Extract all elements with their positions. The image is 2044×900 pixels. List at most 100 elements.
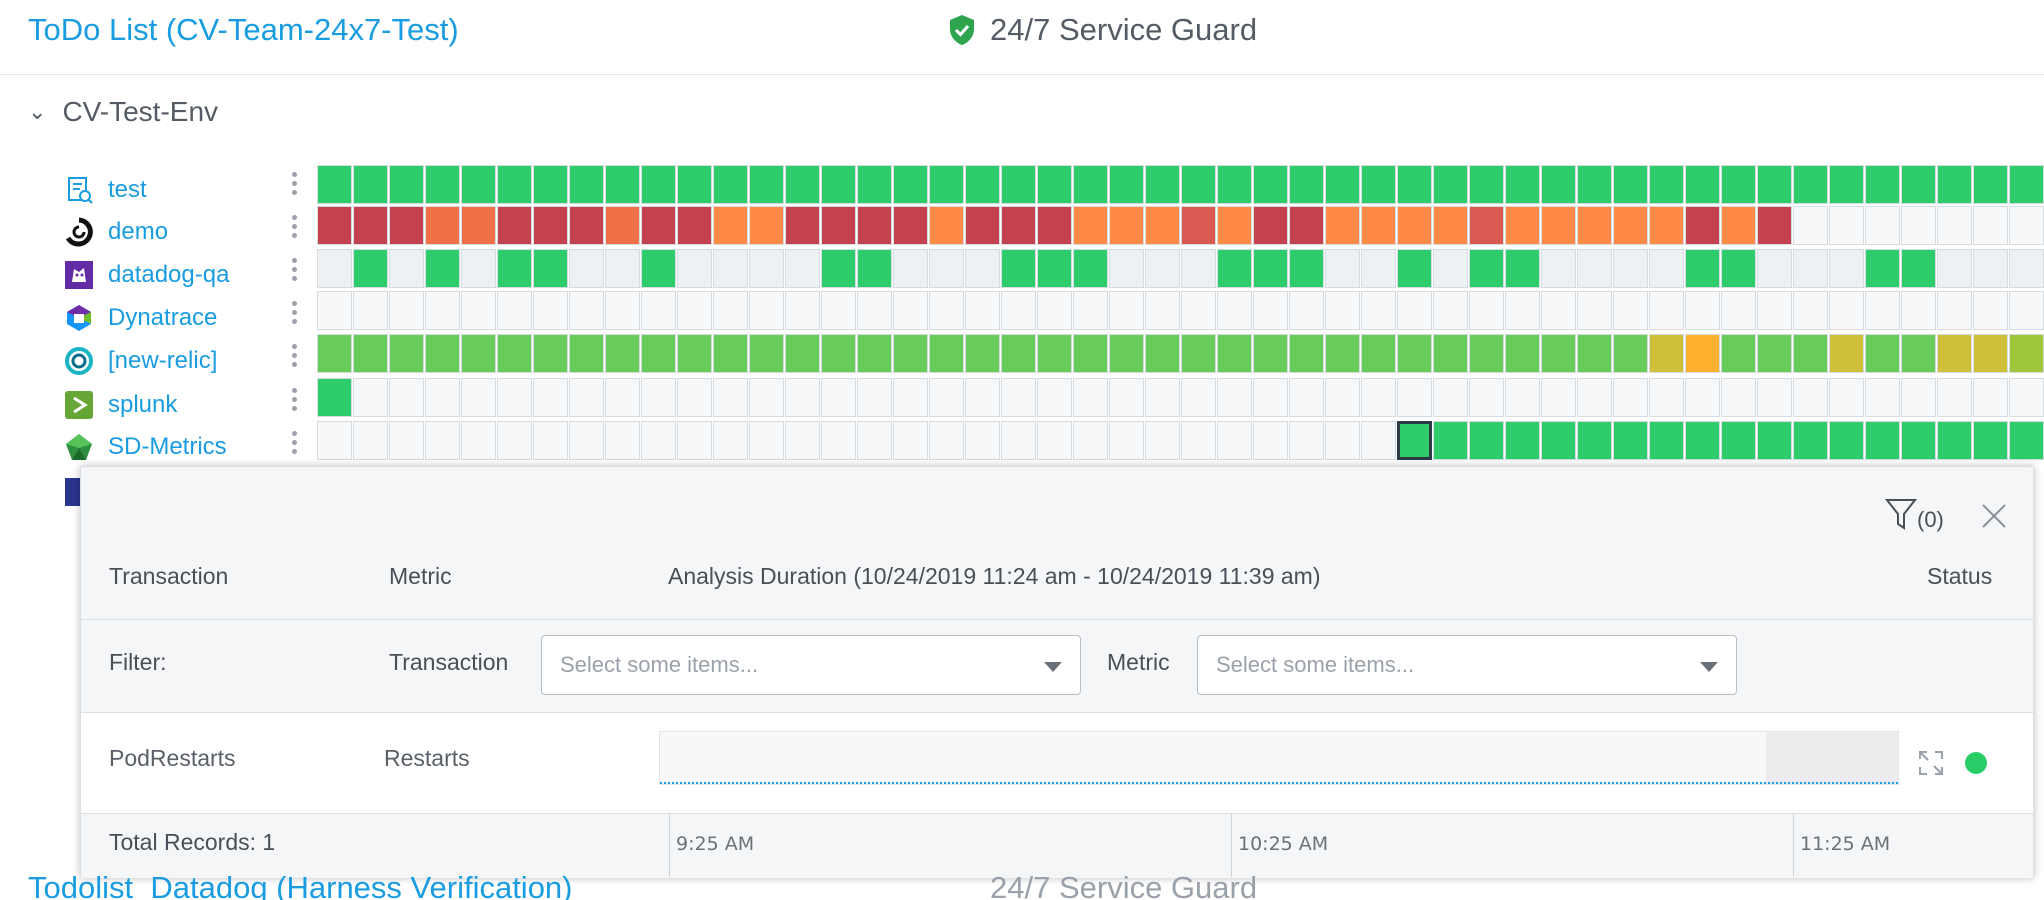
heatmap-cell[interactable]	[1865, 334, 1900, 373]
heatmap-cell[interactable]	[497, 206, 532, 245]
heatmap-cell[interactable]	[1217, 378, 1252, 417]
heatmap-cell[interactable]	[317, 291, 352, 330]
heatmap-cell[interactable]	[641, 291, 676, 330]
heatmap-cell[interactable]	[1325, 206, 1360, 245]
service-menu-icon[interactable]	[292, 172, 298, 198]
service-row-test[interactable]: test	[64, 170, 147, 210]
heatmap-cell[interactable]	[857, 249, 892, 288]
heatmap-cell[interactable]	[1037, 334, 1072, 373]
heatmap-cell[interactable]	[1217, 334, 1252, 373]
heatmap-cell[interactable]	[1397, 334, 1432, 373]
heatmap-cell[interactable]	[1145, 165, 1180, 204]
heatmap-cell[interactable]	[1613, 165, 1648, 204]
heatmap-cell[interactable]	[1937, 249, 1972, 288]
heatmap-cell[interactable]	[1469, 249, 1504, 288]
heatmap-cell[interactable]	[1541, 421, 1576, 460]
heatmap-cell[interactable]	[785, 334, 820, 373]
heatmap-cell[interactable]	[857, 334, 892, 373]
heatmap-cell[interactable]	[317, 249, 352, 288]
heatmap-cell[interactable]	[1433, 249, 1468, 288]
heatmap-cell[interactable]	[1829, 378, 1864, 417]
heatmap-cell[interactable]	[569, 334, 604, 373]
heatmap-cell[interactable]	[713, 378, 748, 417]
heatmap-cell[interactable]	[1361, 291, 1396, 330]
heatmap-cell[interactable]	[749, 421, 784, 460]
heatmap-cell[interactable]	[1685, 165, 1720, 204]
heatmap-cell[interactable]	[1577, 378, 1612, 417]
heatmap-cell[interactable]	[1361, 378, 1396, 417]
heatmap-cell[interactable]	[605, 165, 640, 204]
heatmap-cell[interactable]	[1109, 334, 1144, 373]
heatmap-cell[interactable]	[533, 249, 568, 288]
heatmap-cell[interactable]	[1973, 206, 2008, 245]
heatmap-cell[interactable]	[1577, 421, 1612, 460]
heatmap-cell[interactable]	[2009, 249, 2044, 288]
heatmap-cell[interactable]	[857, 165, 892, 204]
heatmap-cell[interactable]	[1469, 165, 1504, 204]
heatmap-cell[interactable]	[1613, 334, 1648, 373]
heatmap-cell[interactable]	[533, 378, 568, 417]
heatmap-cell[interactable]	[677, 165, 712, 204]
service-menu-icon[interactable]	[292, 301, 298, 327]
heatmap-cell[interactable]	[1289, 206, 1324, 245]
transaction-select[interactable]: Select some items...	[541, 635, 1081, 695]
heatmap-cell[interactable]	[353, 378, 388, 417]
heatmap-cell[interactable]	[1289, 165, 1324, 204]
heatmap-cell[interactable]	[1037, 165, 1072, 204]
heatmap-cell[interactable]	[1613, 206, 1648, 245]
service-menu-icon[interactable]	[292, 431, 298, 457]
heatmap-cell[interactable]	[1613, 378, 1648, 417]
heatmap-cell[interactable]	[821, 165, 856, 204]
expand-chart-button[interactable]	[1917, 749, 1945, 777]
heatmap-cell[interactable]	[1901, 334, 1936, 373]
heatmap-cell[interactable]	[1649, 378, 1684, 417]
heatmap-cell[interactable]	[893, 206, 928, 245]
service-row-splunk[interactable]: splunk	[64, 385, 177, 425]
heatmap-cell[interactable]	[1649, 334, 1684, 373]
heatmap-cell[interactable]	[821, 249, 856, 288]
heatmap-cell[interactable]	[533, 206, 568, 245]
service-row-sd-metrics[interactable]: SD-Metrics	[64, 427, 227, 467]
service-menu-icon[interactable]	[292, 258, 298, 284]
heatmap-cell[interactable]	[605, 249, 640, 288]
heatmap-cell[interactable]	[533, 334, 568, 373]
heatmap-cell[interactable]	[1757, 378, 1792, 417]
heatmap-cell[interactable]	[1577, 291, 1612, 330]
heatmap-cell[interactable]	[2009, 291, 2044, 330]
heatmap-cell[interactable]	[965, 334, 1000, 373]
heatmap-cell[interactable]	[1469, 421, 1504, 460]
heatmap-cell[interactable]	[1073, 291, 1108, 330]
service-row-dynatrace[interactable]: Dynatrace	[64, 298, 217, 338]
heatmap-cell[interactable]	[785, 206, 820, 245]
heatmap-cell[interactable]	[1361, 206, 1396, 245]
heatmap-cell[interactable]	[1541, 165, 1576, 204]
heatmap-cell[interactable]	[533, 165, 568, 204]
heatmap-cell[interactable]	[1973, 249, 2008, 288]
heatmap-cell[interactable]	[929, 291, 964, 330]
heatmap-cell[interactable]	[1325, 378, 1360, 417]
heatmap-cell[interactable]	[677, 291, 712, 330]
heatmap-cell[interactable]	[1721, 378, 1756, 417]
heatmap-cell[interactable]	[1865, 165, 1900, 204]
heatmap-cell[interactable]	[749, 378, 784, 417]
heatmap-cell[interactable]	[461, 291, 496, 330]
heatmap-cell[interactable]	[1685, 421, 1720, 460]
heatmap-cell[interactable]	[785, 165, 820, 204]
heatmap-cell[interactable]	[1253, 291, 1288, 330]
heatmap-cell[interactable]	[641, 378, 676, 417]
heatmap-cell[interactable]	[1577, 206, 1612, 245]
heatmap-cell[interactable]	[1757, 421, 1792, 460]
heatmap-cell[interactable]	[1901, 206, 1936, 245]
heatmap-cell[interactable]	[821, 206, 856, 245]
column-header-metric[interactable]: Metric	[389, 563, 452, 589]
heatmap-cell[interactable]	[857, 206, 892, 245]
heatmap-cell[interactable]	[1865, 421, 1900, 460]
metric-select[interactable]: Select some items...	[1197, 635, 1737, 695]
heatmap-cell[interactable]	[893, 291, 928, 330]
heatmap-cell[interactable]	[749, 334, 784, 373]
heatmap-cell[interactable]	[1325, 291, 1360, 330]
heatmap-cell[interactable]	[317, 206, 352, 245]
heatmap-cell[interactable]	[1649, 421, 1684, 460]
heatmap-cell[interactable]	[425, 291, 460, 330]
heatmap-cell[interactable]	[929, 334, 964, 373]
